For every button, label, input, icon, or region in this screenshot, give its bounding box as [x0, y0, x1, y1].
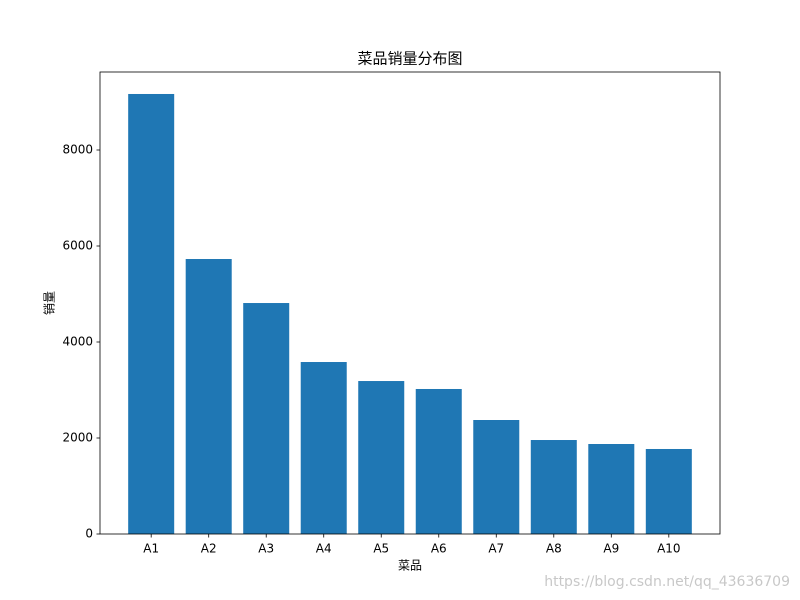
x-tick-label: A3 [258, 542, 274, 556]
bar [300, 362, 347, 534]
x-tick-label: A4 [316, 542, 332, 556]
bar [243, 303, 290, 534]
y-tick-label: 6000 [62, 239, 93, 253]
x-tick-label: A6 [431, 542, 447, 556]
y-axis-label: 销量 [43, 291, 57, 315]
bar [473, 420, 520, 534]
y-tick-label: 8000 [62, 143, 93, 157]
bar [415, 388, 462, 534]
y-tick-label: 0 [85, 527, 93, 541]
bar [588, 444, 635, 534]
plot-frame [99, 71, 721, 535]
x-tick-label: A10 [657, 542, 680, 556]
y-tick-label: 4000 [62, 335, 93, 349]
x-tick-label: A1 [143, 542, 159, 556]
x-tick-label: A2 [201, 542, 217, 556]
bar [645, 448, 692, 534]
x-tick-label: A7 [488, 542, 504, 556]
bar [185, 259, 232, 534]
x-tick-label: A5 [373, 542, 389, 556]
bar [358, 381, 405, 534]
x-axis-label: 菜品 [398, 559, 422, 573]
bar [128, 93, 175, 534]
bar [530, 440, 577, 534]
y-tick-label: 2000 [62, 431, 93, 445]
watermark: https://blog.csdn.net/qq_43636709 [544, 574, 790, 590]
x-tick-label: A8 [546, 542, 562, 556]
x-tick-label: A9 [603, 542, 619, 556]
chart-title: 菜品销量分布图 [357, 50, 462, 68]
